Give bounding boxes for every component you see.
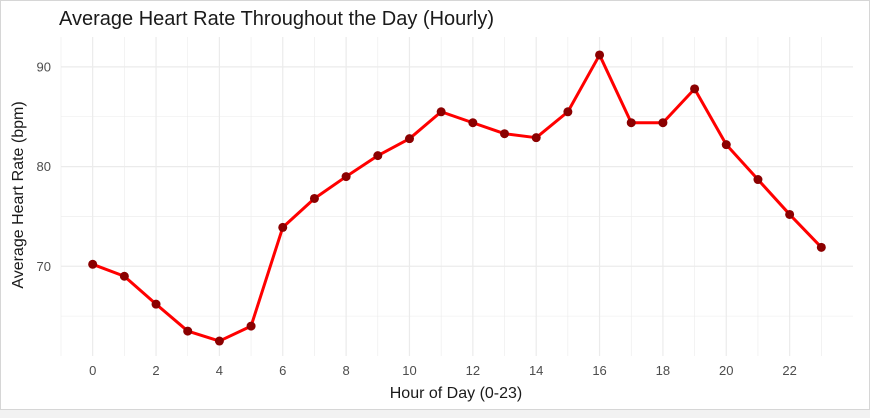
data-point [785,209,795,219]
data-point [563,107,573,117]
data-point [151,299,161,309]
data-point [404,134,414,144]
data-point [183,326,193,336]
data-point [373,151,383,161]
x-tick-label: 12 [466,363,480,378]
data-point [658,118,668,128]
x-tick-label: 10 [402,363,416,378]
data-point [436,107,446,117]
data-point [214,336,224,346]
series-line [91,53,823,343]
data-point [119,271,129,281]
axis-ticks: 0 2 4 6 8 10 12 14 16 18 20 22 70 80 90 [37,59,797,378]
data-point [626,118,636,128]
x-tick-label: 0 [89,363,96,378]
data-point [309,193,319,203]
data-point [753,175,763,185]
x-tick-label: 2 [152,363,159,378]
y-tick-label: 70 [37,259,51,274]
x-tick-label: 18 [656,363,670,378]
x-tick-label: 20 [719,363,733,378]
y-tick-label: 90 [37,59,51,74]
y-tick-label: 80 [37,159,51,174]
data-point [88,259,98,269]
y-axis-title: Average Heart Rate (bpm) [10,101,27,288]
data-point [278,222,288,232]
data-points [88,50,826,346]
data-point [721,140,731,150]
x-tick-label: 4 [216,363,223,378]
line-chart: 0 2 4 6 8 10 12 14 16 18 20 22 70 80 90 Average Heart … [10,8,853,402]
x-tick-label: 6 [279,363,286,378]
series [91,53,823,343]
x-tick-label: 8 [343,363,350,378]
data-point [531,133,541,143]
data-point [468,118,478,128]
data-point [341,172,351,182]
data-point [595,50,605,60]
data-point [500,129,510,139]
data-point [246,321,256,331]
x-tick-label: 22 [782,363,796,378]
x-axis-title: Hour of Day (0-23) [390,385,523,402]
data-point [816,242,826,252]
x-tick-label: 14 [529,363,543,378]
grid [60,37,853,356]
data-point [690,84,700,94]
x-tick-label: 16 [592,363,606,378]
chart-title: Average Heart Rate Throughout the Day (H… [59,8,494,30]
